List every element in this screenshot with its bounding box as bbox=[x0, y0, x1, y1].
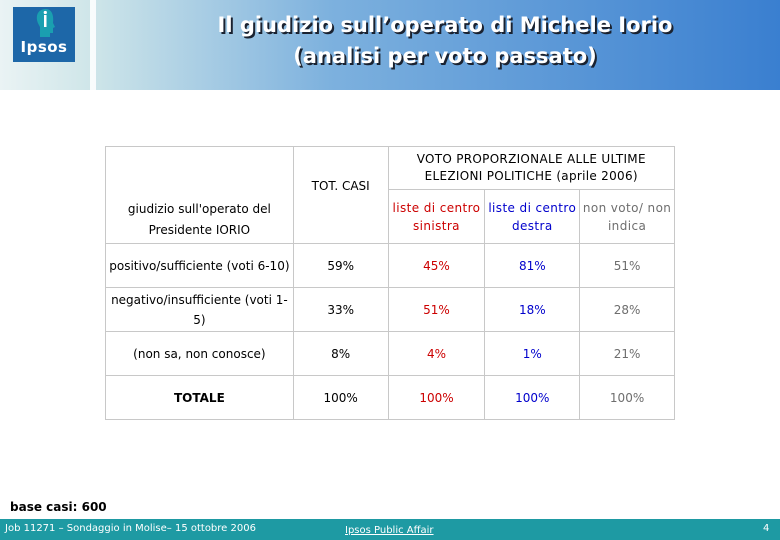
title-line-2: (analisi per voto passato) bbox=[293, 44, 597, 68]
header-banner: Ipsos Il giudizio sull’operato di Michel… bbox=[0, 0, 780, 90]
tot-value: 59% bbox=[292, 243, 389, 288]
header-row-2: liste di centro sinistra liste di centro… bbox=[106, 189, 675, 244]
nonvoto-value: 51% bbox=[579, 243, 675, 288]
tot-value: 100% bbox=[292, 375, 389, 420]
page-number: 4 bbox=[763, 523, 770, 534]
header-nonvoto-cell: non voto/ non indica bbox=[579, 189, 675, 244]
destra-value: 81% bbox=[484, 243, 581, 288]
tot-value: 33% bbox=[292, 287, 389, 332]
row-label: (non sa, non conosce) bbox=[105, 331, 294, 376]
header-separator bbox=[90, 0, 96, 90]
row-label: negativo/insufficiente (voti 1-5) bbox=[105, 287, 294, 332]
header-destra-cell: liste di centro destra bbox=[484, 189, 581, 244]
destra-value: 1% bbox=[484, 331, 581, 376]
table-row: positivo/sufficiente (voti 6-10) 59% 45%… bbox=[105, 243, 675, 288]
title-line-1: Il giudizio sull’operato di Michele Iori… bbox=[217, 13, 673, 37]
footer-job-info: Job 11271 – Sondaggio in Molise– 15 otto… bbox=[5, 523, 256, 534]
footer-bar: Job 11271 – Sondaggio in Molise– 15 otto… bbox=[0, 519, 780, 540]
table-row: (non sa, non conosce) 8% 4% 1% 21% bbox=[105, 331, 675, 376]
slide-title: Il giudizio sull’operato di Michele Iori… bbox=[110, 10, 780, 72]
nonvoto-value: 28% bbox=[579, 287, 675, 332]
sinistra-value: 45% bbox=[387, 243, 486, 288]
header-voto-cell: VOTO PROPORZIONALE ALLE ULTIME ELEZIONI … bbox=[387, 146, 676, 190]
logo-text: Ipsos bbox=[20, 38, 68, 56]
header-sinistra-cell: liste di centro sinistra bbox=[387, 189, 486, 244]
ipsos-logo: Ipsos bbox=[13, 7, 75, 62]
header-tot-cell: TOT. CASI bbox=[292, 146, 389, 244]
destra-value: 18% bbox=[484, 287, 581, 332]
results-table: giudizio sull'operato del Presidente IOR… bbox=[105, 146, 676, 420]
sinistra-value: 51% bbox=[387, 287, 486, 332]
table-row: negativo/insufficiente (voti 1-5) 33% 51… bbox=[105, 287, 675, 332]
header-row-1: giudizio sull'operato del Presidente IOR… bbox=[105, 146, 676, 244]
base-note: base casi: 600 bbox=[10, 500, 107, 514]
sinistra-value: 4% bbox=[387, 331, 486, 376]
tot-value: 8% bbox=[292, 331, 389, 376]
row-label: positivo/sufficiente (voti 6-10) bbox=[105, 243, 294, 288]
header-label-cell: giudizio sull'operato del Presidente IOR… bbox=[105, 146, 294, 244]
total-row: TOTALE 100% 100% 100% 100% bbox=[105, 375, 675, 420]
nonvoto-value: 100% bbox=[579, 375, 675, 420]
destra-value: 100% bbox=[484, 375, 581, 420]
row-label: TOTALE bbox=[105, 375, 294, 420]
nonvoto-value: 21% bbox=[579, 331, 675, 376]
footer-company-link[interactable]: Ipsos Public Affair bbox=[345, 525, 434, 536]
sinistra-value: 100% bbox=[387, 375, 486, 420]
head-profile-icon bbox=[36, 9, 55, 37]
